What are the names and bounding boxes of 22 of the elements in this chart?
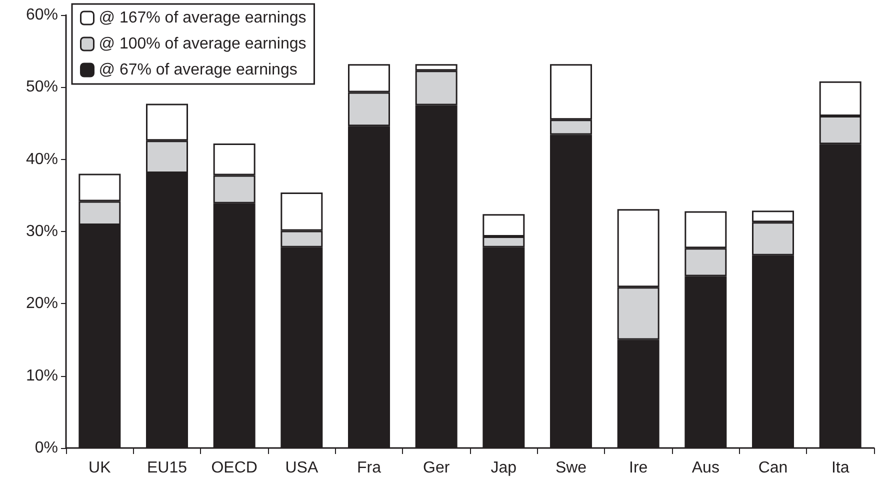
y-tick-label: 40% (26, 150, 58, 168)
y-tick-label: 20% (26, 295, 58, 312)
x-tick-label: USA (285, 460, 318, 476)
legend-label: @ 67% of average earnings (98, 62, 298, 78)
x-tick-label: Swe (555, 460, 587, 476)
y-tick-label: 0% (34, 440, 58, 456)
x-tick-label: Ita (831, 460, 850, 476)
x-tick-label: UK (88, 460, 112, 476)
x-tick-label: EU15 (146, 460, 188, 476)
y-tick-label: 60% (26, 6, 58, 24)
x-tick-label: Ger (422, 460, 450, 476)
y-tick-label: 50% (26, 78, 58, 96)
x-tick-label: Fra (357, 460, 382, 476)
x-tick-label: Ire (628, 460, 648, 476)
x-tick-label: Aus (692, 460, 720, 476)
y-tick-label: 30% (26, 223, 58, 240)
y-tick-label: 10% (26, 367, 58, 384)
x-tick-label: Can (758, 460, 788, 476)
legend-label: @ 100% of average earnings (98, 36, 306, 52)
x-tick-label: Jap (490, 460, 517, 476)
x-tick-label: OECD (211, 460, 258, 476)
legend-label: @ 167% of average earnings (98, 10, 306, 26)
